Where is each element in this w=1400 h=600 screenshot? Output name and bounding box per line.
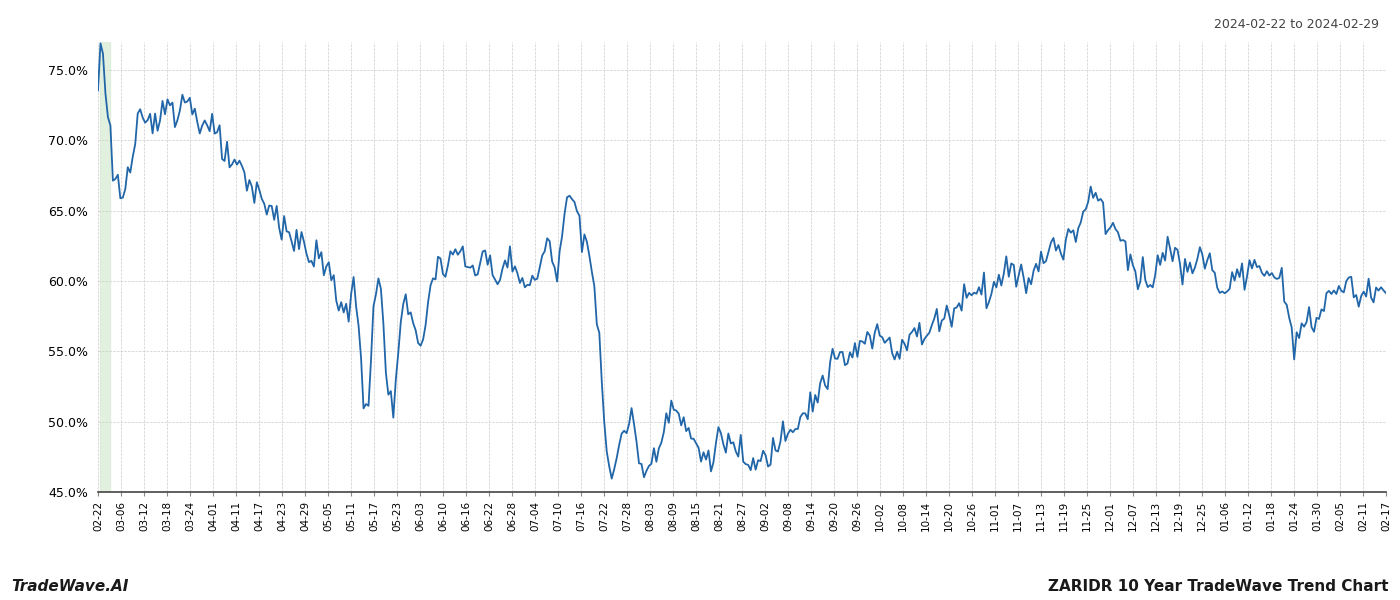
Text: TradeWave.AI: TradeWave.AI — [11, 579, 129, 594]
Bar — [101, 42, 111, 492]
Text: ZARIDR 10 Year TradeWave Trend Chart: ZARIDR 10 Year TradeWave Trend Chart — [1049, 579, 1389, 594]
Text: 2024-02-22 to 2024-02-29: 2024-02-22 to 2024-02-29 — [1214, 18, 1379, 31]
